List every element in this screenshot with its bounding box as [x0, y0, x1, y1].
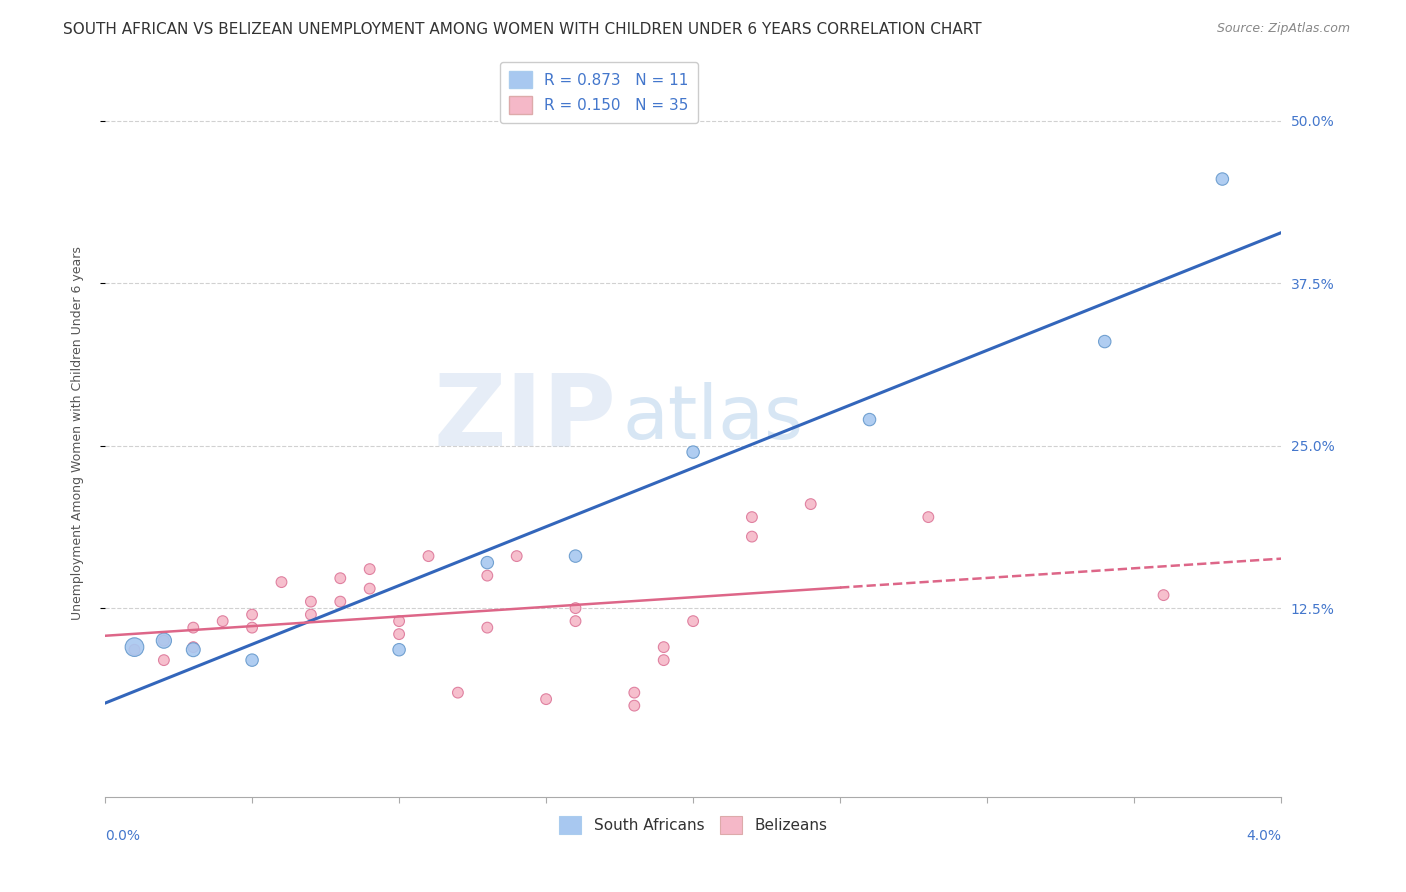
Point	[211, 614, 233, 628]
Point	[505, 549, 527, 563]
Point	[682, 445, 704, 459]
Point	[153, 653, 176, 667]
Point	[359, 562, 381, 576]
Point	[447, 685, 470, 699]
Point	[181, 642, 204, 657]
Point	[652, 640, 675, 654]
Point	[124, 640, 146, 654]
Text: atlas: atlas	[623, 382, 804, 455]
Point	[623, 698, 645, 713]
Point	[564, 549, 586, 563]
Point	[270, 575, 292, 590]
Point	[388, 627, 411, 641]
Point	[240, 621, 263, 635]
Point	[682, 614, 704, 628]
Point	[240, 653, 263, 667]
Point	[388, 614, 411, 628]
Point	[917, 510, 939, 524]
Text: 0.0%: 0.0%	[105, 830, 141, 843]
Text: Source: ZipAtlas.com: Source: ZipAtlas.com	[1216, 22, 1350, 36]
Point	[858, 412, 880, 426]
Point	[181, 640, 204, 654]
Point	[124, 642, 146, 657]
Point	[299, 607, 322, 622]
Point	[477, 556, 499, 570]
Point	[741, 510, 763, 524]
Point	[181, 621, 204, 635]
Point	[153, 633, 176, 648]
Point	[800, 497, 823, 511]
Point	[1211, 172, 1233, 186]
Point	[388, 642, 411, 657]
Point	[623, 685, 645, 699]
Point	[477, 621, 499, 635]
Y-axis label: Unemployment Among Women with Children Under 6 years: Unemployment Among Women with Children U…	[72, 245, 84, 620]
Legend: South Africans, Belizeans: South Africans, Belizeans	[553, 810, 834, 840]
Point	[153, 633, 176, 648]
Point	[299, 594, 322, 608]
Point	[564, 601, 586, 615]
Point	[418, 549, 440, 563]
Point	[329, 594, 352, 608]
Text: ZIP: ZIP	[434, 369, 617, 467]
Point	[1153, 588, 1175, 602]
Text: 4.0%: 4.0%	[1246, 830, 1281, 843]
Point	[240, 607, 263, 622]
Point	[329, 571, 352, 585]
Point	[359, 582, 381, 596]
Point	[652, 653, 675, 667]
Point	[741, 530, 763, 544]
Point	[564, 614, 586, 628]
Point	[534, 692, 557, 706]
Point	[1094, 334, 1116, 349]
Text: SOUTH AFRICAN VS BELIZEAN UNEMPLOYMENT AMONG WOMEN WITH CHILDREN UNDER 6 YEARS C: SOUTH AFRICAN VS BELIZEAN UNEMPLOYMENT A…	[63, 22, 981, 37]
Point	[477, 568, 499, 582]
